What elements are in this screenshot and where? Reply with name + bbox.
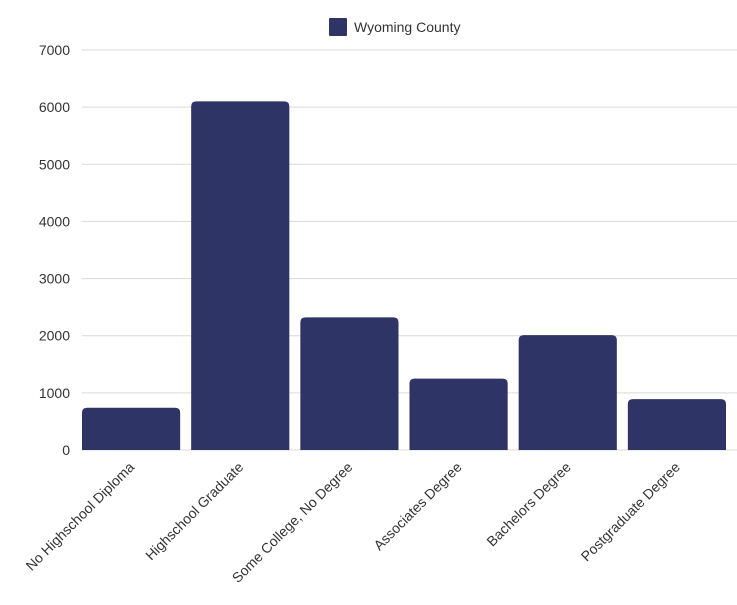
bar (627, 399, 726, 450)
x-tick-label: Associates Degree (370, 459, 465, 554)
y-axis: 0 1000 2000 3000 4000 5000 6000 7000 (39, 42, 70, 458)
bar (191, 101, 290, 450)
bars (82, 101, 726, 450)
y-tick-label: 2000 (39, 328, 70, 344)
bar (300, 317, 399, 450)
x-tick-label: Highschool Graduate (142, 459, 246, 563)
y-tick-label: 3000 (39, 271, 70, 287)
x-axis: No Highschool Diploma Highschool Graduate… (22, 459, 683, 586)
bar (409, 378, 508, 450)
x-tick-label: Postgraduate Degree (578, 459, 684, 565)
bar (82, 407, 181, 450)
bar (518, 335, 617, 450)
y-tick-label: 0 (62, 442, 70, 458)
x-tick-label: Some College, No Degree (229, 459, 356, 586)
y-tick-label: 1000 (39, 385, 70, 401)
legend-swatch (329, 18, 347, 36)
x-tick-label: No Highschool Diploma (22, 459, 137, 574)
legend: Wyoming County (329, 18, 460, 36)
legend-label: Wyoming County (354, 19, 460, 35)
y-tick-label: 7000 (39, 42, 70, 58)
y-tick-label: 6000 (39, 99, 70, 115)
y-tick-label: 5000 (39, 156, 70, 172)
y-tick-label: 4000 (39, 213, 70, 229)
x-tick-label: Bachelors Degree (483, 459, 574, 550)
